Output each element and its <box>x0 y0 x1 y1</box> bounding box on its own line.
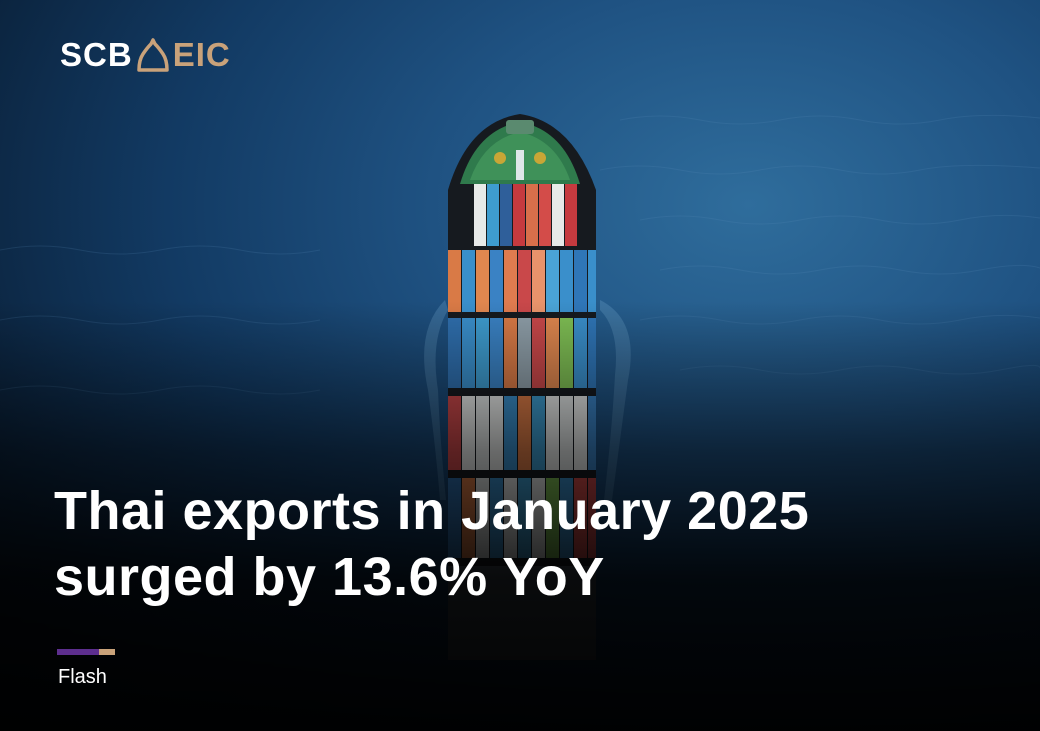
accent-bar-gold <box>99 649 115 655</box>
category-label: Flash <box>58 666 107 688</box>
logo-text-eic: EIC <box>172 36 231 73</box>
accent-bar <box>57 649 115 655</box>
roof-outline-icon <box>136 38 169 72</box>
scb-eic-logo: SCB EIC <box>60 34 231 76</box>
accent-bar-purple <box>57 649 99 655</box>
logo-text-scb: SCB <box>60 36 133 73</box>
bottom-gradient <box>0 301 1040 731</box>
headline: Thai exports in January 2025 surged by 1… <box>54 481 810 607</box>
